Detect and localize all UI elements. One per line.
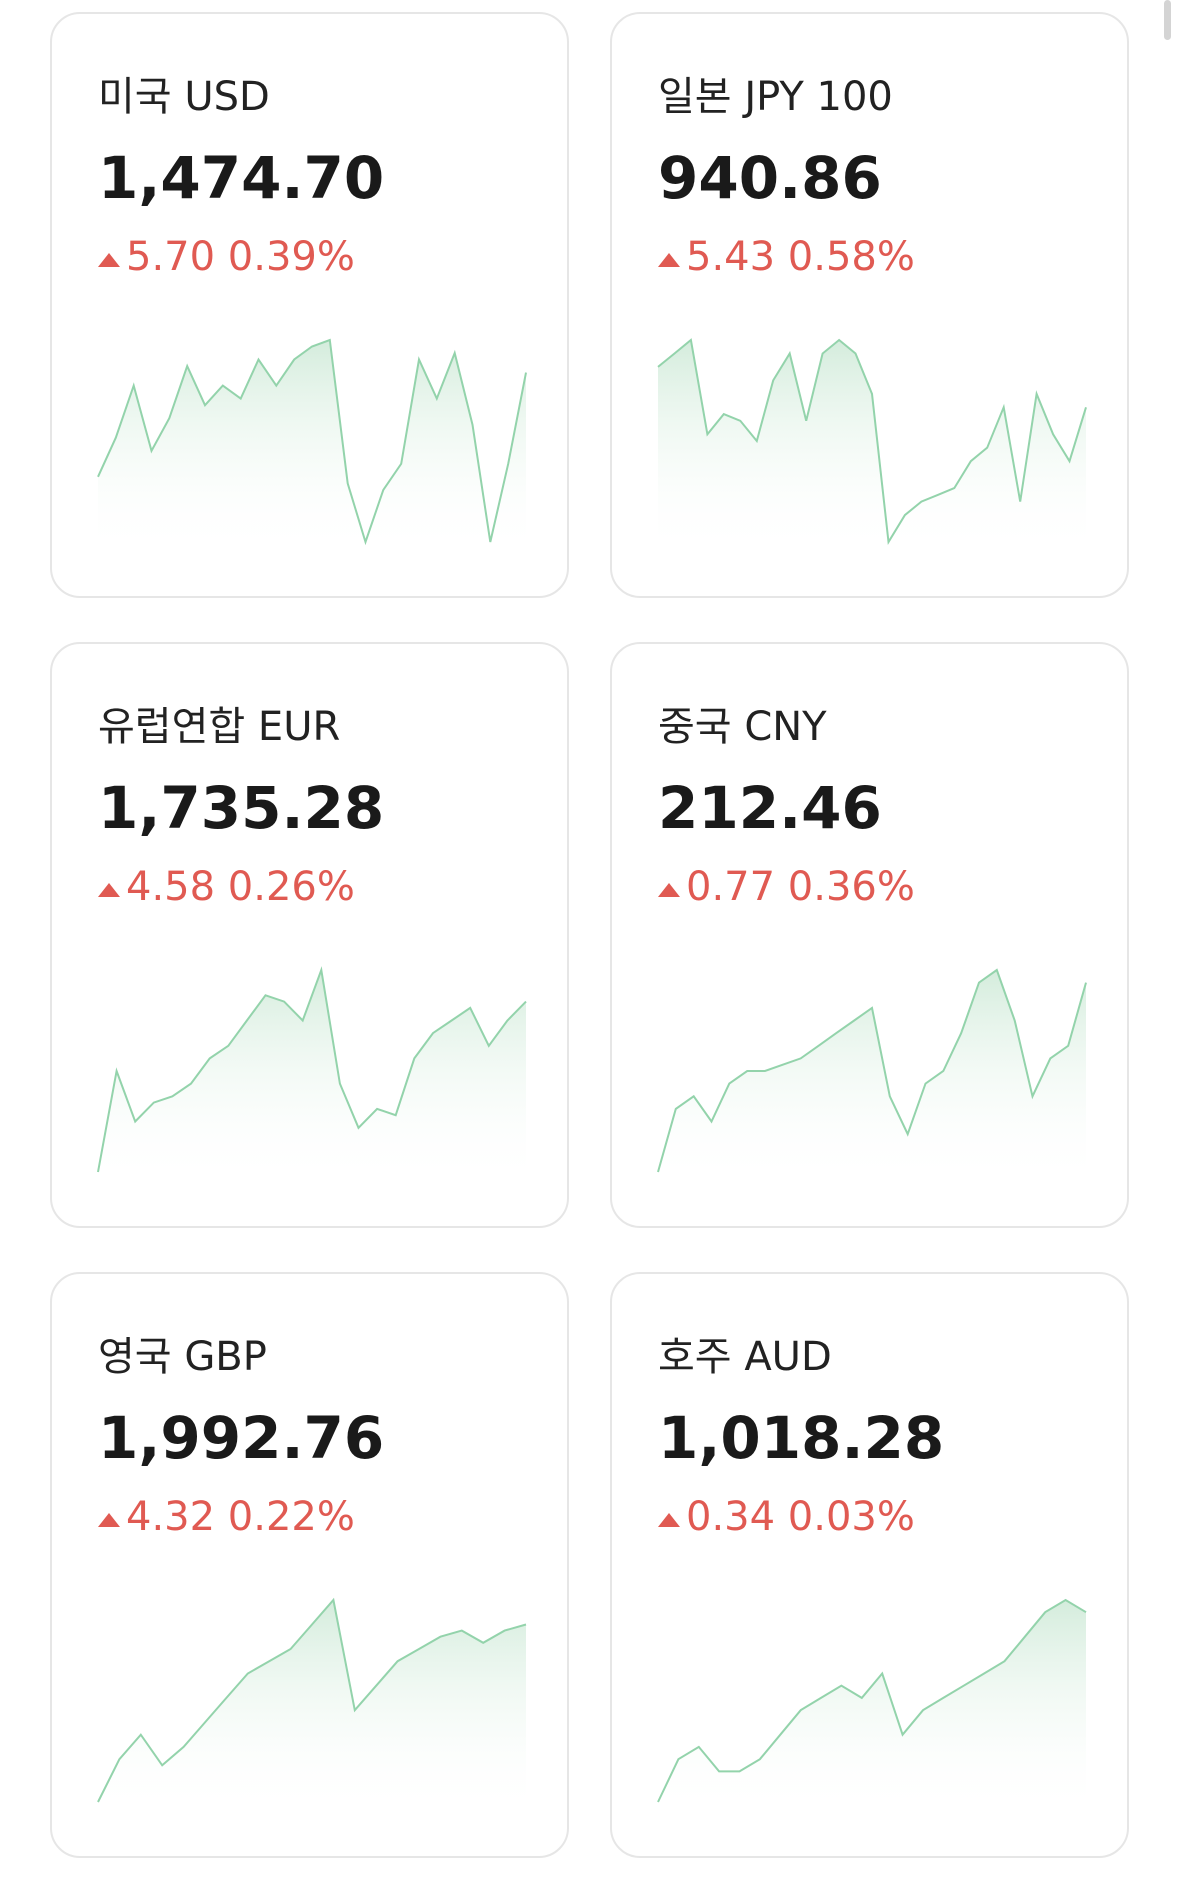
rate-change: 0.34 0.03% xyxy=(658,1494,915,1540)
change-amount: 5.70 xyxy=(126,234,216,280)
rate-change: 4.58 0.26% xyxy=(98,864,355,910)
sparkline-line xyxy=(97,966,527,1173)
change-amount: 5.43 xyxy=(686,234,776,280)
up-arrow-shape xyxy=(98,883,120,897)
sparkline xyxy=(97,338,527,554)
rate-card[interactable]: 호주 AUD 1,018.28 0.34 0.03% xyxy=(610,1272,1129,1858)
sparkline xyxy=(657,1598,1087,1814)
change-percent: 0.58% xyxy=(787,234,915,280)
exchange-rate: 940.86 xyxy=(658,144,882,212)
rate-change: 4.32 0.22% xyxy=(98,1494,355,1540)
rate-card[interactable]: 미국 USD 1,474.70 5.70 0.39% xyxy=(50,12,569,598)
sparkline-line xyxy=(657,338,1087,546)
up-arrow-shape xyxy=(98,253,120,267)
sparkline xyxy=(657,338,1087,554)
rate-card[interactable]: 일본 JPY 100 940.86 5.43 0.58% xyxy=(610,12,1129,598)
rate-card[interactable]: 유럽연합 EUR 1,735.28 4.58 0.26% xyxy=(50,642,569,1228)
currency-name: 일본 JPY 100 xyxy=(658,74,893,120)
change-percent: 0.39% xyxy=(227,234,355,280)
sparkline xyxy=(97,966,527,1184)
change-amount: 4.58 xyxy=(126,864,216,910)
up-arrow-shape xyxy=(658,253,680,267)
currency-name: 중국 CNY xyxy=(658,704,827,750)
sparkline-line xyxy=(97,1597,527,1803)
sparkline-line xyxy=(97,338,527,546)
up-arrow xyxy=(98,1513,120,1527)
sparkline-area xyxy=(658,970,1086,1184)
change-percent: 0.36% xyxy=(787,864,915,910)
currency-name: 영국 GBP xyxy=(98,1334,267,1380)
rate-change: 5.70 0.39% xyxy=(98,234,355,280)
exchange-rate: 1,992.76 xyxy=(98,1404,385,1472)
exchange-rate: 212.46 xyxy=(658,774,882,842)
up-arrow xyxy=(658,253,680,267)
change-amount: 4.32 xyxy=(126,1494,216,1540)
change-percent: 0.22% xyxy=(227,1494,355,1540)
currency-name: 유럽연합 EUR xyxy=(98,704,341,750)
sparkline-area xyxy=(98,970,526,1184)
scrollbar xyxy=(1164,0,1171,40)
up-arrow xyxy=(98,883,120,897)
sparkline xyxy=(657,968,1087,1184)
change-amount: 0.77 xyxy=(686,864,776,910)
sparkline-area xyxy=(98,1600,526,1814)
up-arrow-shape xyxy=(98,1513,120,1527)
exchange-rate: 1,018.28 xyxy=(658,1404,945,1472)
rate-card[interactable]: 영국 GBP 1,992.76 4.32 0.22% xyxy=(50,1272,569,1858)
currency-name: 호주 AUD xyxy=(658,1334,832,1380)
sparkline-area xyxy=(658,340,1086,554)
rate-change: 0.77 0.36% xyxy=(658,864,915,910)
sparkline-line xyxy=(657,968,1087,1173)
change-percent: 0.26% xyxy=(227,864,355,910)
sparkline-line xyxy=(657,1598,1087,1803)
up-arrow xyxy=(658,1513,680,1527)
sparkline-area xyxy=(98,340,526,554)
up-arrow xyxy=(658,883,680,897)
exchange-rate: 1,735.28 xyxy=(98,774,385,842)
change-amount: 0.34 xyxy=(686,1494,776,1540)
up-arrow xyxy=(98,253,120,267)
up-arrow-shape xyxy=(658,883,680,897)
sparkline-area xyxy=(658,1600,1086,1814)
currency-name: 미국 USD xyxy=(98,74,270,120)
rate-change: 5.43 0.58% xyxy=(658,234,915,280)
change-percent: 0.03% xyxy=(787,1494,915,1540)
rate-card[interactable]: 중국 CNY 212.46 0.77 0.36% xyxy=(610,642,1129,1228)
up-arrow-shape xyxy=(658,1513,680,1527)
sparkline xyxy=(97,1597,527,1814)
exchange-rate: 1,474.70 xyxy=(98,144,385,212)
